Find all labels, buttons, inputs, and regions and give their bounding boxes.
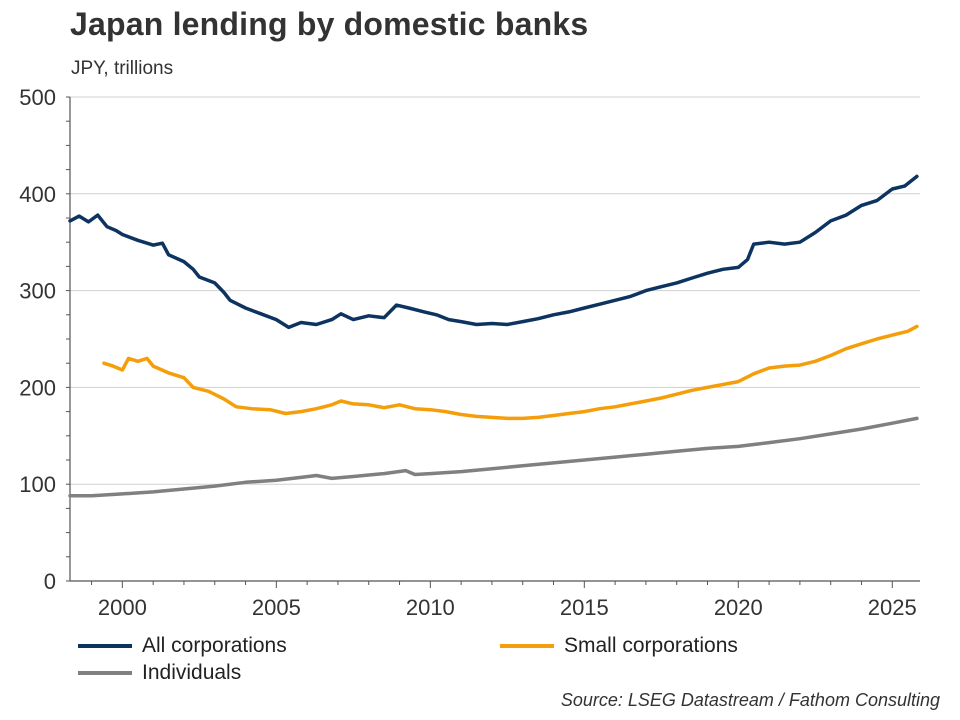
source-note: Source: LSEG Datastream / Fathom Consult… xyxy=(560,690,940,710)
legend-swatch-individuals xyxy=(78,671,132,675)
series-line-individuals xyxy=(68,416,919,498)
chart-subtitle: JPY, trillions xyxy=(71,58,174,79)
y-tick-label-500: 500 xyxy=(19,85,56,110)
legend-label-small-corporations: Small corporations xyxy=(564,634,738,657)
y-tick-label-200: 200 xyxy=(19,375,56,400)
y-tick-label-400: 400 xyxy=(19,182,56,207)
grid-lines xyxy=(70,96,920,485)
series-lines xyxy=(68,174,919,498)
x-tick-label-2015: 2015 xyxy=(560,595,609,620)
legend-swatch-all-corporations xyxy=(78,644,132,648)
series-line-small-corporations xyxy=(102,324,919,421)
axes: 0 100 200 300 400 500 2000 2005 2010 2015 2020 2025 xyxy=(19,85,920,620)
y-tick-label-100: 100 xyxy=(19,472,56,497)
legend-label-individuals: Individuals xyxy=(142,661,242,684)
legend-item-individuals: Individuals xyxy=(78,661,241,685)
chart-title: Japan lending by domestic banks xyxy=(70,6,589,42)
x-tick-label-2010: 2010 xyxy=(406,595,455,620)
series-line-all-corporations xyxy=(68,174,919,330)
y-tick-label-300: 300 xyxy=(19,279,56,304)
x-tick-label-2000: 2000 xyxy=(98,595,147,620)
legend-swatch-small-corporations xyxy=(500,644,554,648)
legend-item-small-corporations: Small corporations xyxy=(500,634,738,658)
legend-item-all-corporations: All corporations xyxy=(78,634,287,658)
x-tick-label-2025: 2025 xyxy=(868,595,917,620)
x-tick-label-2020: 2020 xyxy=(714,595,763,620)
y-tick-label-0: 0 xyxy=(44,569,56,594)
x-tick-label-2005: 2005 xyxy=(252,595,301,620)
legend-label-all-corporations: All corporations xyxy=(142,634,287,657)
